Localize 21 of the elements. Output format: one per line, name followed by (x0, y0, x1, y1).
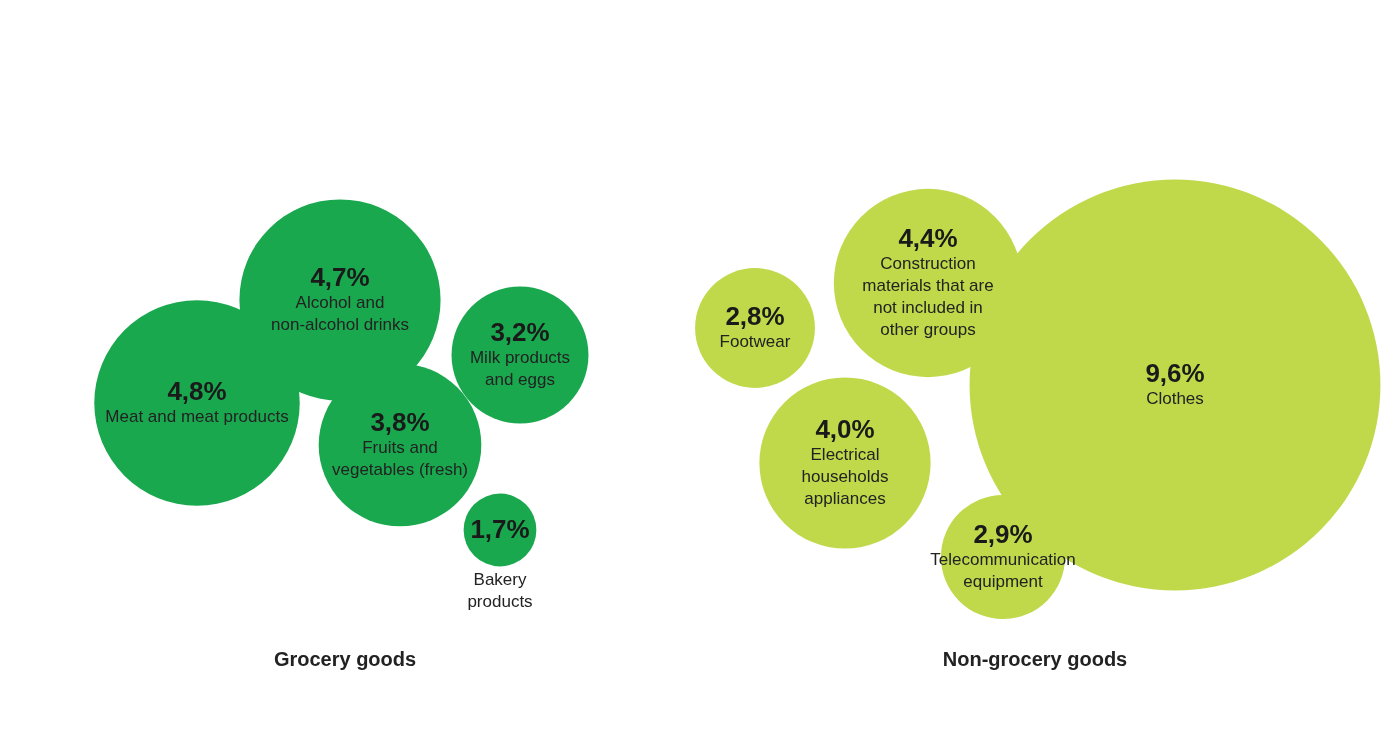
data-label: 9,6% (1145, 358, 1205, 388)
category-label: Meat and meat products (105, 407, 289, 426)
category-label: Footwear (719, 332, 791, 351)
category-label: Clothes (1146, 389, 1204, 408)
data-label: 1,7% (470, 514, 530, 544)
category-label: Bakery products (467, 570, 533, 612)
category-label: Electrical households appliances (801, 445, 889, 508)
data-label: 3,8% (370, 407, 430, 437)
category-label: Fruits and vegetables (fresh) (331, 438, 469, 479)
data-label: 4,0% (815, 414, 875, 444)
data-label: 2,8% (725, 301, 785, 331)
data-label: 3,2% (490, 317, 550, 347)
category-label: Alcohol and non-alcohol drinks (271, 293, 409, 334)
category-label: Construction materials that are not included in other groups (862, 254, 994, 339)
text: Non-grocery goods (942, 648, 1128, 670)
data-label: 4,7% (310, 262, 370, 292)
data-label: 4,8% (167, 376, 227, 406)
text: Grocery goods (273, 648, 417, 670)
category-label: Milk products and eggs (469, 348, 571, 389)
data-label: 4,4% (898, 223, 958, 253)
data-label: 2,9% (973, 519, 1033, 549)
